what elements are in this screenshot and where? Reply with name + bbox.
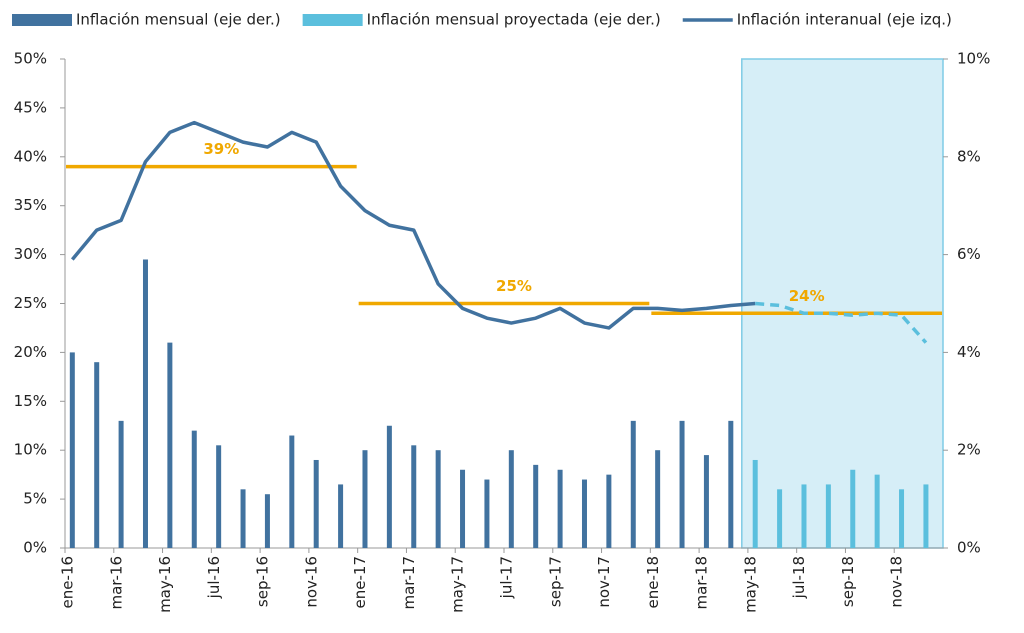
y-tick-label: 50% xyxy=(14,50,47,68)
x-tick-label: sep-16 xyxy=(254,556,272,607)
y-tick-label: 15% xyxy=(14,392,47,410)
x-tick-label: ene-18 xyxy=(644,556,662,608)
y2-tick-label: 2% xyxy=(957,441,981,459)
y-tick-label: 0% xyxy=(23,539,47,557)
x-tick-label: mar-18 xyxy=(693,556,711,610)
x-tick-label: jul-18 xyxy=(790,556,808,599)
bar xyxy=(411,445,417,548)
y-tick-label: 20% xyxy=(14,343,47,361)
bar xyxy=(142,259,148,548)
bar xyxy=(630,420,636,548)
y-tick-label: 40% xyxy=(14,147,47,165)
x-tick-label: sep-17 xyxy=(546,556,564,607)
bar xyxy=(435,450,441,548)
bar xyxy=(167,342,173,548)
legend-label: Inflación mensual proyectada (eje der.) xyxy=(367,11,661,29)
bar xyxy=(313,459,319,548)
y2-tick-label: 6% xyxy=(957,245,981,263)
bar xyxy=(557,469,563,548)
legend-label: Inflación interanual (eje izq.) xyxy=(737,11,952,29)
x-tick-label: nov-18 xyxy=(888,556,906,608)
x-tick-label: mar-17 xyxy=(400,556,418,610)
x-tick-label: may-17 xyxy=(449,556,467,613)
bar xyxy=(777,489,783,548)
bar xyxy=(679,420,685,548)
x-tick-label: may-18 xyxy=(741,556,759,613)
x-tick-label: nov-17 xyxy=(595,556,613,608)
y-tick-label: 10% xyxy=(14,441,47,459)
x-tick-label: nov-16 xyxy=(302,556,320,608)
bar xyxy=(94,362,100,548)
bar xyxy=(533,464,539,548)
y-tick-label: 45% xyxy=(14,98,47,116)
average-label: 24% xyxy=(789,287,825,305)
bar xyxy=(874,474,880,548)
y-tick-label: 30% xyxy=(14,245,47,263)
bar xyxy=(728,420,734,548)
y-tick-label: 25% xyxy=(14,294,47,312)
average-label: 39% xyxy=(203,140,239,158)
x-tick-label: jul-16 xyxy=(205,556,223,599)
bar xyxy=(606,474,612,548)
bar xyxy=(69,352,75,548)
x-tick-label: jul-17 xyxy=(498,556,516,599)
bar xyxy=(362,450,368,548)
line xyxy=(70,120,756,330)
bar xyxy=(191,430,197,548)
x-tick-label: may-16 xyxy=(156,556,174,613)
legend-swatch xyxy=(302,14,363,26)
x-tick-label: ene-17 xyxy=(351,556,369,608)
y2-tick-label: 10% xyxy=(957,50,990,68)
bar xyxy=(216,445,222,548)
y2-tick-label: 8% xyxy=(957,147,981,165)
bar xyxy=(386,425,392,548)
bar xyxy=(655,450,661,548)
y2-tick-label: 0% xyxy=(957,539,981,557)
bar xyxy=(825,484,831,548)
bar xyxy=(801,484,807,548)
bar xyxy=(118,420,124,548)
bar xyxy=(460,469,466,548)
y-tick-label: 5% xyxy=(23,490,47,508)
bar xyxy=(923,484,929,548)
x-tick-label: mar-16 xyxy=(107,556,125,610)
bar xyxy=(338,484,344,548)
y2-tick-label: 4% xyxy=(957,343,981,361)
bar xyxy=(899,489,905,548)
line xyxy=(755,301,928,344)
legend-label: Inflación mensual (eje der.) xyxy=(76,11,281,29)
x-tick-label: sep-18 xyxy=(839,556,857,607)
bar xyxy=(703,455,709,548)
bar xyxy=(850,469,856,548)
bar xyxy=(581,479,587,548)
bar xyxy=(264,494,270,548)
y-tick-label: 35% xyxy=(14,196,47,214)
bar xyxy=(484,479,490,548)
bar xyxy=(289,435,295,548)
bar xyxy=(752,459,758,548)
bar xyxy=(240,489,246,548)
legend-swatch xyxy=(12,14,72,26)
average-label: 25% xyxy=(496,277,532,295)
x-tick-label: ene-16 xyxy=(59,556,77,608)
bar xyxy=(508,450,514,548)
